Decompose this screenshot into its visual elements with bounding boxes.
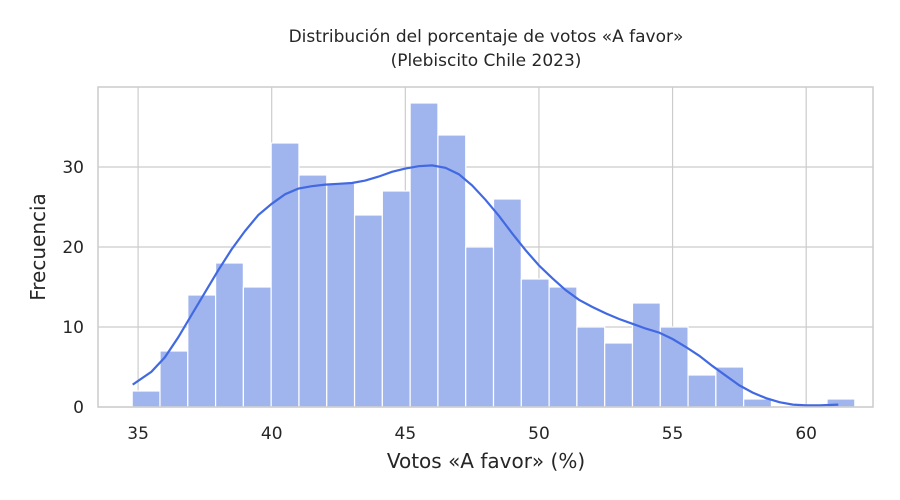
y-axis-label: Frecuencia [26,193,50,301]
x-tick-label: 60 [795,424,817,444]
x-axis-label: Votos «A favor» (%) [387,449,585,473]
histogram-bar [743,398,773,408]
x-tick-label: 45 [395,424,417,444]
histogram-bar [353,214,383,408]
chart-subtitle: (Plebiscito Chile 2023) [391,51,582,71]
histogram-bar [576,326,606,408]
x-tick-label: 55 [662,424,684,444]
y-tick-label: 0 [73,398,84,418]
histogram-bar [548,286,578,408]
histogram-bar [631,302,661,408]
y-tick-label: 20 [62,238,84,258]
kde-line [132,164,839,407]
y-tick-label: 30 [62,158,84,178]
x-tick-label: 50 [528,424,550,444]
histogram-bar [214,262,244,408]
x-tick-label: 40 [261,424,283,444]
histogram-bar [465,246,495,408]
plot-frame [97,86,874,408]
x-tick-label: 35 [127,424,149,444]
histogram-bar [715,366,745,408]
histogram-bar [242,286,272,408]
histogram-bar [131,390,161,408]
histogram-bar [520,278,550,408]
chart-title: Distribución del porcentaje de votos «A … [289,27,684,47]
histogram-bar [604,342,634,408]
histogram-bar [326,182,356,408]
histogram-bar [270,142,300,408]
y-tick-label: 10 [62,318,84,338]
histogram-bar [492,198,522,408]
histogram-bar [381,190,411,408]
histogram-bar [298,174,328,408]
histogram-bar [409,102,439,408]
histogram-bars [131,102,856,408]
histogram-bar [187,294,217,408]
histogram-bar [687,374,717,408]
y-axis-ticks: 0 10 20 30 [62,158,84,418]
kde-curve [132,164,839,407]
histogram-bar [437,134,467,408]
x-axis-ticks: 35 40 45 50 55 60 [127,424,817,444]
